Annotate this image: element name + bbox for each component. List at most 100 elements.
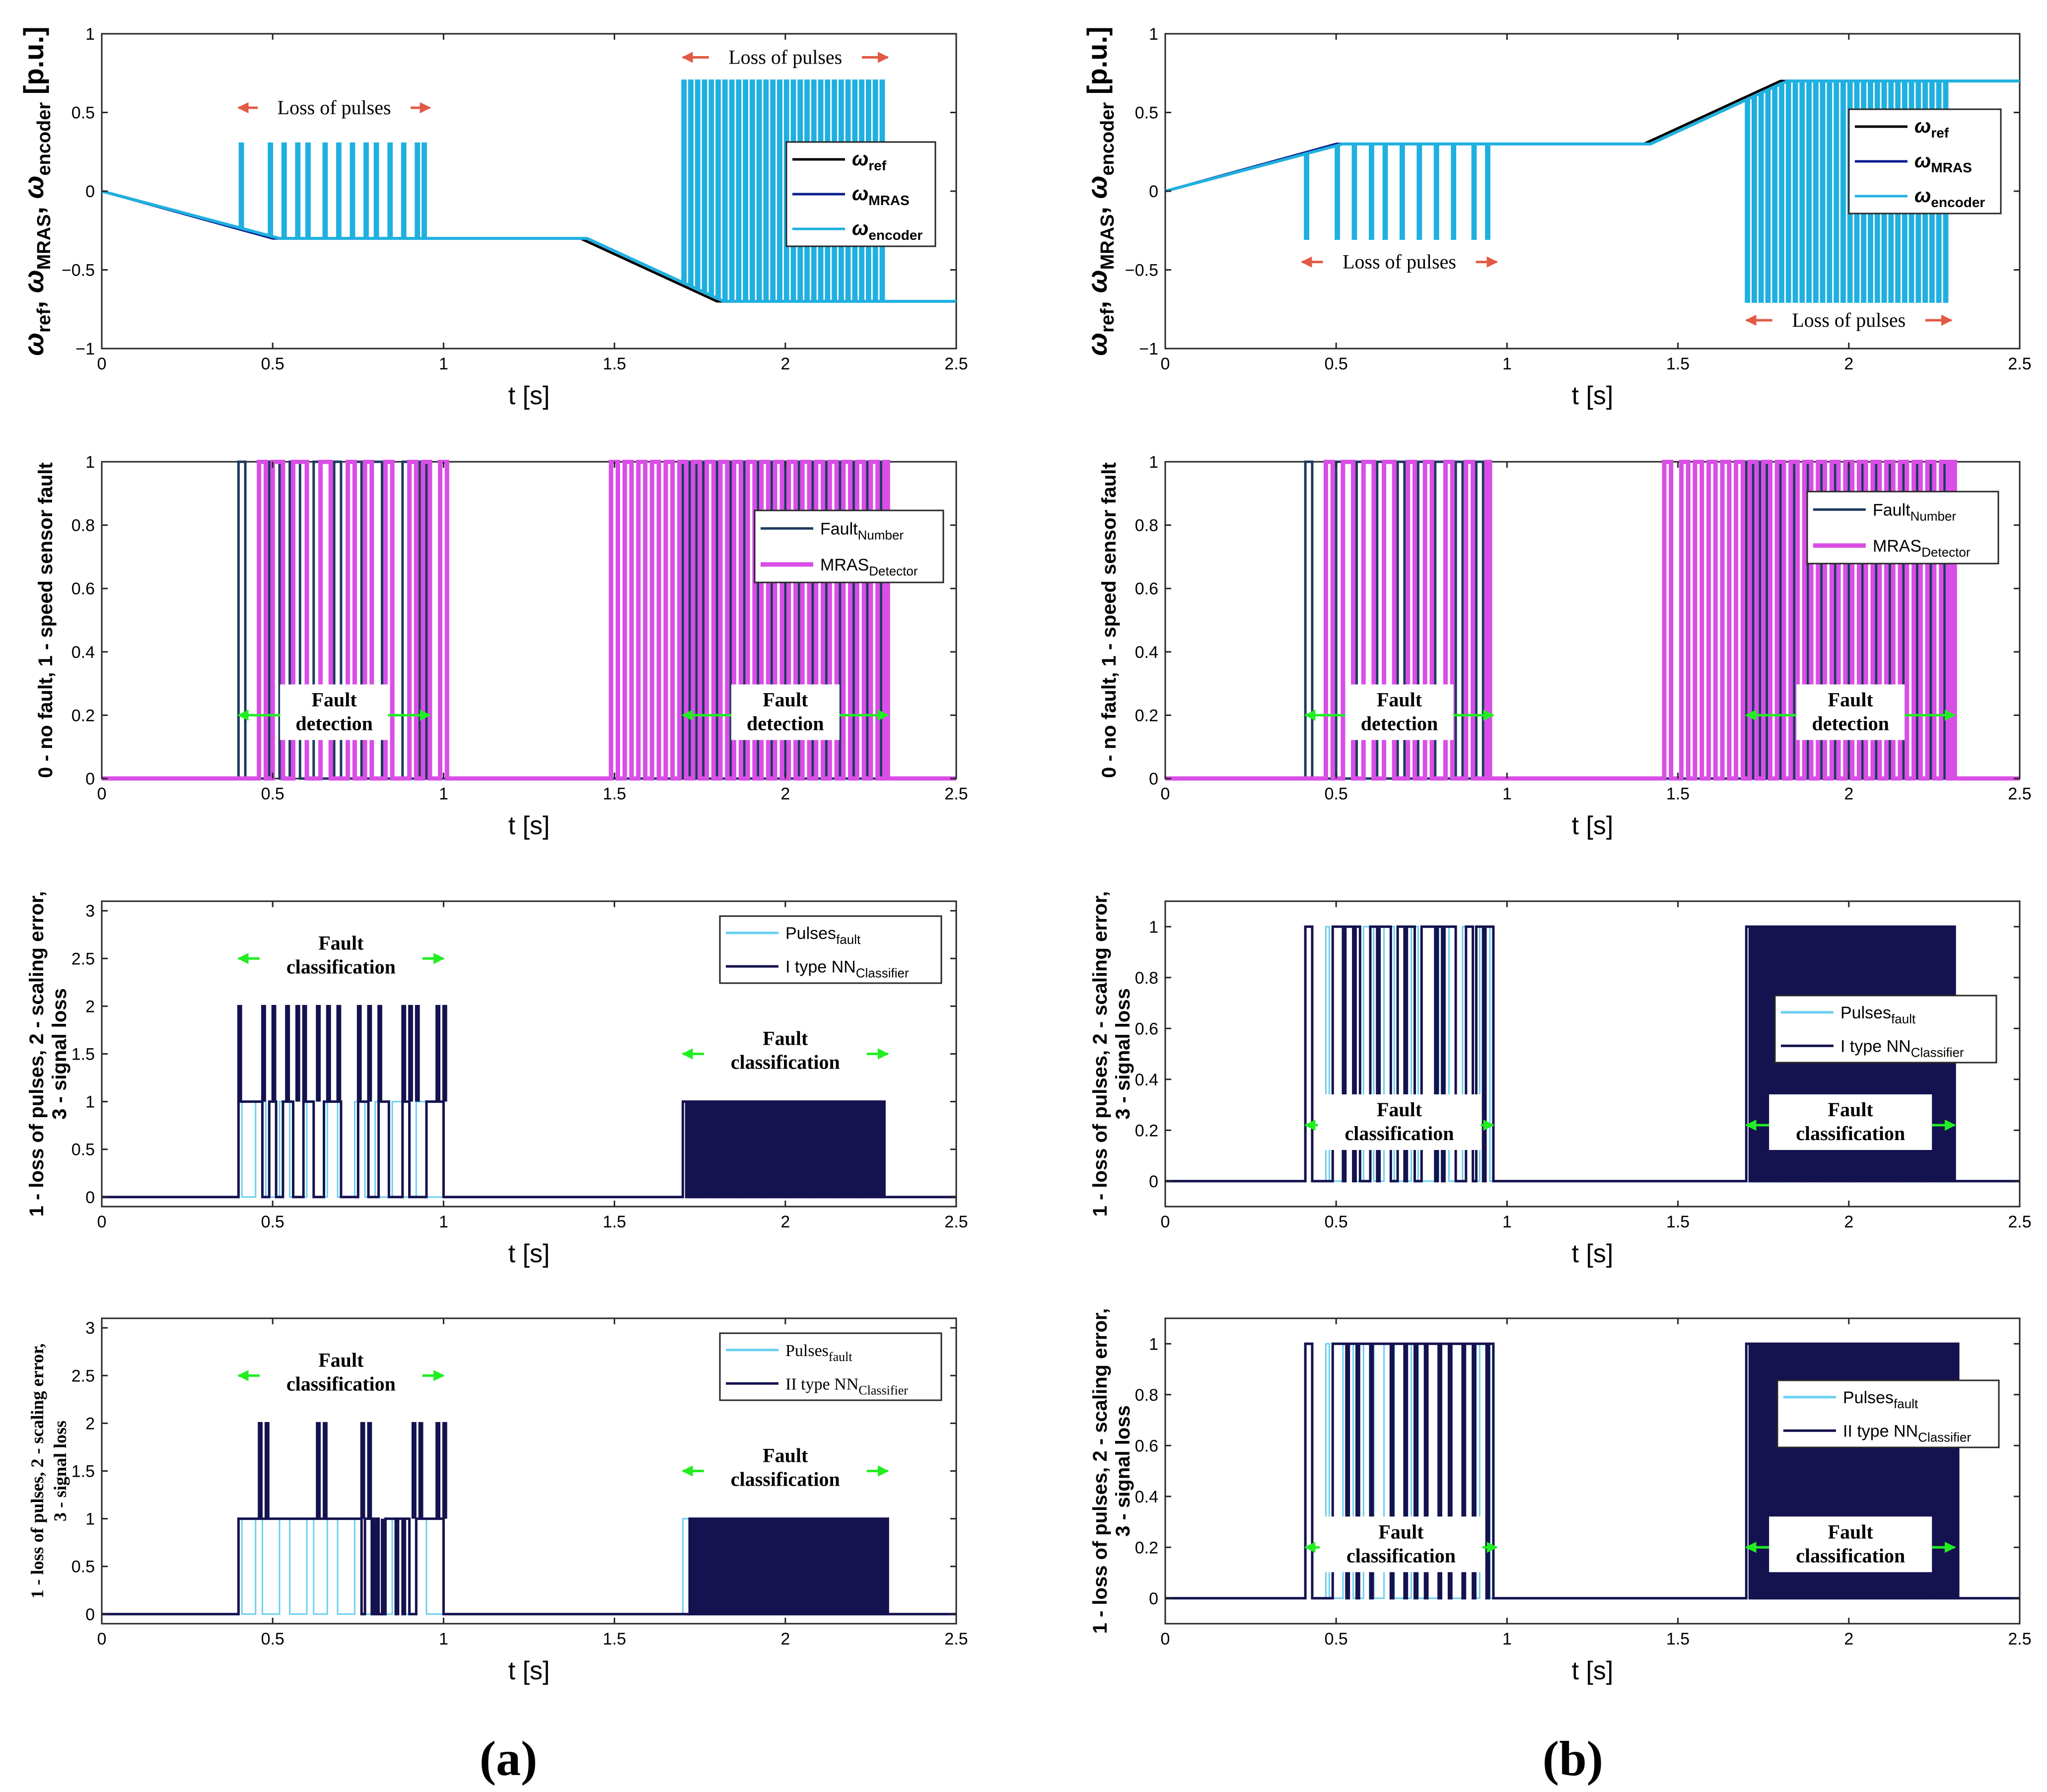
spike-a3-1-1-35 xyxy=(804,1101,810,1199)
legend-label: ωencoder xyxy=(1914,185,1985,210)
series-line-a2-1 xyxy=(102,460,956,781)
spike-a1-2-1-9 xyxy=(743,79,748,301)
spike-b4-1-0-5 xyxy=(1413,1344,1418,1600)
spike-b3-1-0-8 xyxy=(1752,927,1757,1183)
x-tick-label: 0.5 xyxy=(1325,1630,1348,1649)
x-axis-label: t [s] xyxy=(508,811,550,840)
spike-a3-1-1-17 xyxy=(743,1101,748,1199)
spike-a4-1-1-32 xyxy=(780,1518,786,1616)
spike-a3-1-1-2 xyxy=(692,1101,697,1199)
x-tick-label: 2.5 xyxy=(2008,1630,2031,1649)
y-axis-label-line2: 3 - signal loss xyxy=(1112,988,1134,1120)
legend-label: Pulsesfault xyxy=(785,1342,852,1364)
spike-a3-1-1-13 xyxy=(729,1101,734,1199)
spike-a3-1-1-5 xyxy=(702,1101,707,1199)
legend-label: ωMRAS xyxy=(1914,150,1972,175)
spike-a4-1-0-1 xyxy=(264,1422,270,1519)
legend-label: MRASDetector xyxy=(820,556,918,578)
spike-a3-1-1-20 xyxy=(753,1101,759,1199)
y-axis-label-line1: 1 - loss of pulses, 2 - scaling error, xyxy=(1089,1308,1111,1634)
y-tick-label: 0.5 xyxy=(71,1558,95,1577)
annotation-label-line2: classification xyxy=(1346,1544,1456,1567)
spike-a3-1-0-6 xyxy=(316,1004,321,1102)
spike-a3-1-1-4 xyxy=(699,1101,704,1199)
spike-a1-2-0-6 xyxy=(336,142,342,239)
legend-label: FaultNumber xyxy=(1873,501,1956,523)
y-tick-label: 2 xyxy=(85,1414,95,1433)
spike-b1-2-1-12 xyxy=(1827,81,1833,303)
spike-a4-1-1-15 xyxy=(722,1518,728,1616)
y-tick-label: 1 xyxy=(1149,25,1158,44)
y-tick-label: 0 xyxy=(85,1605,95,1624)
spike-a3-1-1-14 xyxy=(733,1101,738,1199)
spike-a4-1-1-8 xyxy=(699,1518,704,1616)
spike-b1-2-1-1 xyxy=(1752,96,1757,303)
spike-a3-1-1-44 xyxy=(835,1101,841,1199)
annotation-label-line2: detection xyxy=(1812,712,1889,734)
spike-a1-2-0-12 xyxy=(415,142,421,239)
annotation-bg xyxy=(1772,307,1925,333)
legend: ωref ωMRAS ωencoder xyxy=(785,141,936,247)
data-layer xyxy=(102,460,956,781)
spike-a4-1-1-59 xyxy=(873,1518,878,1616)
series-line-b3-1 xyxy=(1165,925,2020,1183)
legend: Pulsesfault II type NNClassifier xyxy=(1776,1379,2000,1448)
legend-label: ωencoder xyxy=(852,217,922,243)
spike-b1-2-0-7 xyxy=(1433,143,1439,240)
spike-b3-1-0-10 xyxy=(1759,927,1764,1183)
spike-a1-2-1-1 xyxy=(688,79,694,286)
x-tick-label: 0.5 xyxy=(261,785,284,803)
spike-a1-2-0-4 xyxy=(305,142,311,239)
spike-b1-2-1-3 xyxy=(1765,90,1771,303)
spike-a3-1-1-27 xyxy=(777,1101,782,1199)
spike-b1-2-0-8 xyxy=(1451,143,1457,240)
spike-b4-1-0-8 xyxy=(1447,1344,1453,1600)
legend-box xyxy=(754,509,944,583)
spike-a4-1-1-21 xyxy=(743,1518,748,1616)
spike-a1-2-0-2 xyxy=(281,142,287,239)
y-tick-label: 3 xyxy=(85,1319,95,1338)
spike-b4-1-0-6 xyxy=(1423,1344,1429,1600)
spike-a4-1-1-1 xyxy=(374,1518,379,1616)
spike-a3-1-1-10 xyxy=(719,1101,724,1199)
chart-a2: 0 0.5 1 1.5 2 2.5 0 0.2 0.4 0.6 0.8 1 t [s] 0 - no fa… xyxy=(35,453,968,840)
y-axis-label: 0 - no fault, 1 - speed sensor fault xyxy=(35,462,57,778)
y-tick-label: 1 xyxy=(85,25,95,44)
spike-a1-2-0-5 xyxy=(322,142,328,239)
spike-a4-1-1-9 xyxy=(702,1518,707,1616)
spike-a3-1-1-55 xyxy=(873,1101,878,1199)
spike-a4-1-0-6 xyxy=(411,1422,417,1519)
spike-a1-2-1-5 xyxy=(715,79,721,298)
spike-b1-2-0-6 xyxy=(1416,143,1422,240)
panels: 0 0.5 1 1.5 2 2.5 −1 −0.5 0 0.5 1 t [s] ωref, ωMRAS,… xyxy=(18,25,2032,1685)
spike-a3-1-1-53 xyxy=(866,1101,871,1199)
annotation-bg xyxy=(1796,684,1905,740)
legend: ωref ωMRAS ωencoder xyxy=(1848,108,2002,215)
spike-a3-1-1-21 xyxy=(757,1101,762,1199)
x-tick-label: 2.5 xyxy=(944,785,968,803)
x-tick-label: 0 xyxy=(1161,1213,1170,1231)
legend: FaultNumber MRASDetector xyxy=(754,509,944,583)
spike-a4-1-1-62 xyxy=(883,1518,888,1616)
legend-label: ωMRAS xyxy=(852,183,910,208)
x-tick-label: 1 xyxy=(439,355,448,373)
y-tick-label: 0 xyxy=(1149,1172,1158,1191)
y-tick-label: 1 xyxy=(1149,453,1158,472)
x-axis-label: t [s] xyxy=(1572,1239,1614,1268)
y-tick-label: 1 xyxy=(85,1093,95,1112)
spike-a3-1-1-3 xyxy=(695,1101,701,1199)
spike-a3-1-1-0 xyxy=(685,1101,690,1199)
spike-a3-1-1-54 xyxy=(869,1101,875,1199)
x-tick-label: 2.5 xyxy=(2008,785,2031,803)
x-tick-label: 2.5 xyxy=(944,1630,968,1649)
annotation-label-line1: Fault xyxy=(318,932,364,954)
spike-a4-1-1-45 xyxy=(825,1518,830,1616)
legend-box xyxy=(1806,491,1999,565)
spike-a1-2-1-13 xyxy=(770,79,776,301)
x-tick-label: 1.5 xyxy=(603,1213,626,1231)
spike-a4-1-1-35 xyxy=(791,1518,796,1616)
